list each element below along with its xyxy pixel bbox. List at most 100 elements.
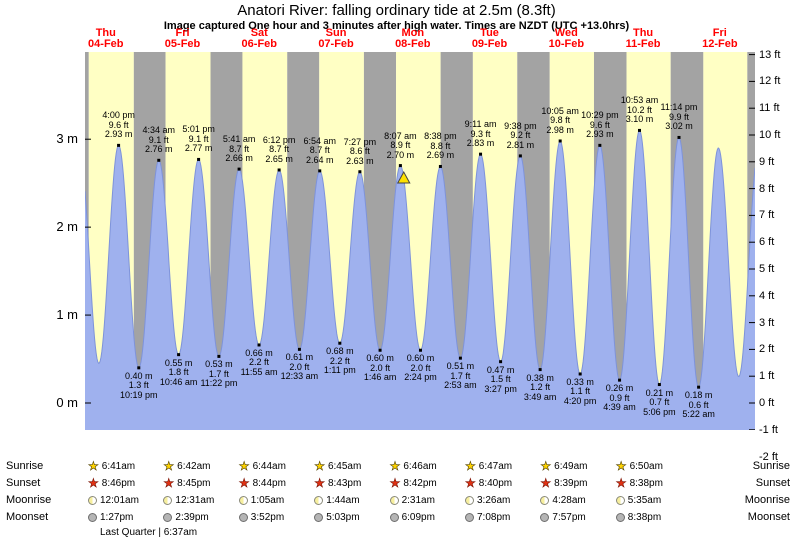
axis-label-ft: 10 ft bbox=[759, 129, 781, 141]
tide-annotation-line: 6:12 pm bbox=[262, 134, 296, 145]
tide-annotation-line: 2.0 ft bbox=[370, 362, 391, 373]
moonset-icon bbox=[238, 512, 248, 522]
day-label: Tue 09-Feb bbox=[472, 28, 507, 50]
moonset-entry: 8:38pm bbox=[615, 511, 661, 523]
low-tide-annotation: 0.60 m 2.0 ft 1:46 am bbox=[364, 354, 397, 383]
high-tide-annotation: 10:29 pm 9.6 ft 2.93 m bbox=[581, 111, 619, 140]
tide-annotation-line: 5:06 pm bbox=[643, 406, 676, 417]
moonrise-icon bbox=[238, 495, 248, 505]
tide-annotation-line: 8.7 ft bbox=[269, 144, 290, 155]
tide-annotation-line: 8:38 pm bbox=[424, 131, 457, 142]
tide-annotation-line: 11:22 pm bbox=[200, 378, 238, 389]
moonrise-entry: 3:26am bbox=[465, 494, 510, 506]
tide-extreme-dot bbox=[177, 353, 181, 357]
tide-annotation-line: 0.66 m bbox=[245, 347, 273, 358]
sunrise-entry: ★ 6:46am bbox=[389, 460, 437, 473]
high-tide-annotation: 11:14 pm 9.9 ft 3.02 m bbox=[661, 103, 698, 132]
moonset-entry: 6:09pm bbox=[389, 511, 435, 523]
tide-annotation-line: 0.38 m bbox=[526, 372, 554, 383]
low-tide-annotation: 0.53 m 1.7 ft 11:22 pm bbox=[200, 360, 237, 389]
tide-annotation-line: 9.2 ft bbox=[510, 130, 531, 141]
sunrise-star-icon: ★ bbox=[88, 459, 99, 473]
tide-annotation-line: 4:34 am bbox=[142, 125, 176, 136]
tide-extreme-dot bbox=[499, 360, 503, 364]
tide-annotation-line: 0.51 m bbox=[446, 361, 475, 372]
sunrise-entry: ★ 6:49am bbox=[540, 460, 587, 473]
moonrise-icon bbox=[540, 495, 550, 505]
tide-annotation-line: 0.33 m bbox=[566, 376, 594, 387]
moonset-entry: 7:08pm bbox=[465, 511, 510, 523]
day-date: 06-Feb bbox=[241, 38, 278, 50]
tide-annotation-line: 3.10 m bbox=[625, 114, 654, 125]
sunset-entry: ★ 8:38pm bbox=[616, 477, 663, 490]
day-date: 09-Feb bbox=[471, 38, 508, 50]
high-tide-annotation: 6:12 pm 8.7 ft 2.65 m bbox=[262, 134, 296, 165]
tide-annotation-line: 3.02 m bbox=[665, 121, 693, 132]
tide-extreme-dot bbox=[257, 343, 261, 347]
sunset-entry: ★ 8:44pm bbox=[238, 476, 286, 490]
day-date: 12-Feb bbox=[702, 38, 738, 50]
low-tide-annotation: 0.68 m 2.2 ft 1:11 pm bbox=[324, 347, 356, 376]
moonset-time: 5:03pm bbox=[326, 511, 360, 523]
moonset-icon bbox=[389, 512, 399, 522]
day-name: Tue bbox=[480, 27, 499, 39]
moonrise-icon bbox=[88, 495, 97, 505]
tide-annotation-line: 8.6 ft bbox=[349, 146, 370, 157]
sunset-time: 8:42pm bbox=[403, 477, 437, 489]
day-label: Thu 04-Feb bbox=[88, 28, 123, 50]
tide-extreme-dot bbox=[598, 143, 602, 147]
tide-extreme-dot bbox=[618, 378, 622, 382]
tide-annotation-line: 0.60 m bbox=[366, 353, 394, 364]
tide-extreme-dot bbox=[458, 356, 462, 360]
day-date: 05-Feb bbox=[164, 38, 201, 50]
sunrise-star-icon: ★ bbox=[163, 459, 175, 473]
day-name: Fri bbox=[712, 27, 727, 39]
moonset-time: 2:39pm bbox=[175, 511, 209, 523]
low-tide-annotation: 0.47 m 1.5 ft 3:27 pm bbox=[484, 365, 517, 395]
tide-annotation-line: 2.65 m bbox=[265, 153, 293, 164]
sunrise-time: 6:46am bbox=[403, 460, 437, 472]
sunset-star-icon: ★ bbox=[238, 476, 250, 490]
tide-annotation-line: 3:27 pm bbox=[484, 383, 517, 394]
day-name: Thu bbox=[632, 27, 654, 39]
tide-extreme-dot bbox=[297, 347, 301, 351]
moonrise-icon bbox=[389, 495, 399, 505]
tide-annotation-line: 0.7 ft bbox=[649, 397, 670, 408]
sunrise-entry: ★ 6:50am bbox=[615, 459, 663, 473]
tide-curve-area bbox=[85, 130, 755, 430]
axis-label-m: 0 m bbox=[56, 395, 78, 410]
moonset-icon bbox=[314, 512, 324, 522]
axis-label-ft: 11 ft bbox=[759, 102, 780, 115]
tide-annotation-line: 9:11 am bbox=[464, 119, 497, 130]
tide-annotation-line: 8:07 am bbox=[384, 130, 417, 141]
sunset-entry: ★ 8:42pm bbox=[389, 477, 437, 490]
tide-annotation-line: 2.81 m bbox=[506, 139, 535, 150]
moonset-icon bbox=[88, 512, 97, 522]
sunrise-entry: ★ 6:45am bbox=[314, 459, 361, 473]
sunrise-star-icon: ★ bbox=[314, 459, 325, 473]
tide-annotation-line: 7:27 pm bbox=[343, 136, 377, 147]
moonrise-entry: 12:01am bbox=[88, 494, 139, 506]
day-name: Wed bbox=[554, 27, 578, 39]
axis-label-ft: 1 ft bbox=[759, 370, 775, 383]
low-tide-annotation: 0.33 m 1.1 ft 4:20 pm bbox=[564, 376, 597, 407]
day-name: Mon bbox=[401, 27, 425, 39]
tide-annotation-line: 2.93 m bbox=[104, 129, 133, 140]
sunset-time: 8:46pm bbox=[101, 477, 136, 489]
sunset-entry: ★ 8:40pm bbox=[465, 477, 512, 490]
tide-annotation-line: 10:53 am bbox=[620, 95, 659, 106]
sunrise-star-icon: ★ bbox=[615, 459, 627, 473]
axis-label-m: 1 m bbox=[56, 307, 78, 323]
tide-annotation-line: 5:22 am bbox=[682, 409, 715, 420]
tide-annotation-line: 2.77 m bbox=[184, 143, 213, 154]
tide-annotation-line: 0.68 m bbox=[326, 346, 354, 357]
tide-annotation-line: 10:29 pm bbox=[581, 110, 619, 121]
moonrise-icon bbox=[314, 495, 324, 505]
tide-annotation-line: 8.7 ft bbox=[229, 143, 250, 154]
axis-label-ft: 9 ft bbox=[759, 155, 775, 168]
page-title: Anatori River: falling ordinary tide at … bbox=[237, 2, 556, 19]
moonset-entry: 1:27pm bbox=[88, 511, 133, 523]
low-tide-annotation: 0.40 m 1.3 ft 10:19 pm bbox=[120, 371, 158, 401]
axis-label-ft: -2 ft bbox=[759, 450, 778, 463]
